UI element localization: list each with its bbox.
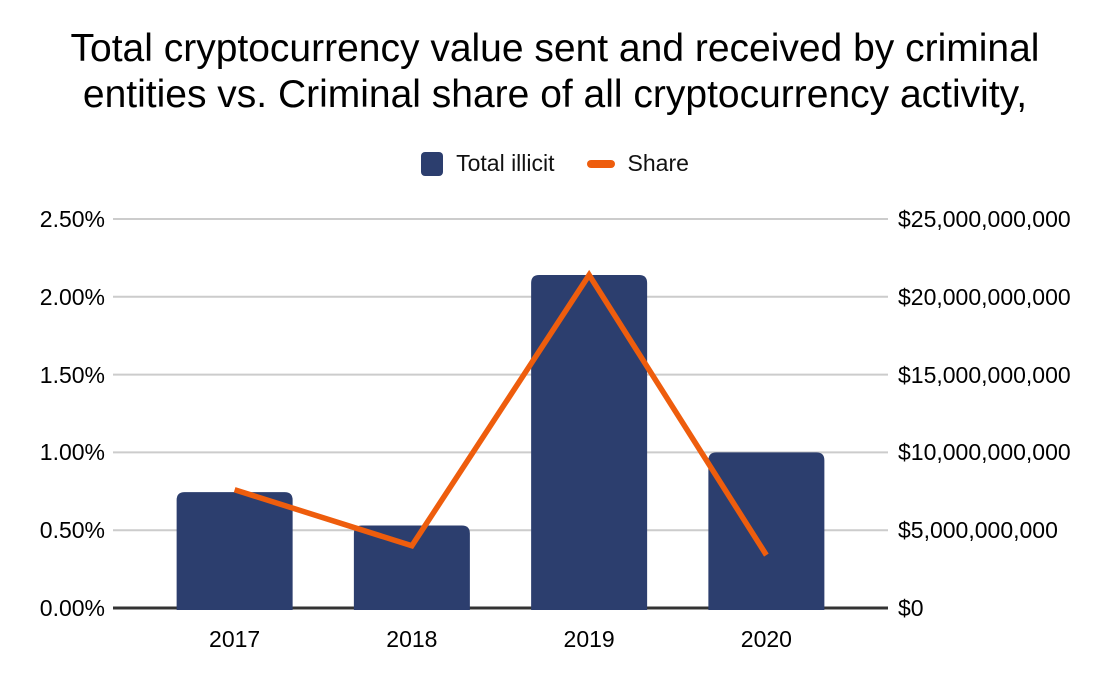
x-axis-label-2020: 2020 bbox=[740, 626, 792, 652]
y-axis-right-tick-label: $20,000,000,000 bbox=[898, 283, 1071, 310]
y-axis-left-tick-label: 2.00% bbox=[39, 283, 105, 310]
legend-item-total-illicit: Total illicit bbox=[421, 150, 555, 177]
y-axis-left-tick-label: 1.00% bbox=[39, 439, 105, 466]
bar-2018 bbox=[353, 525, 470, 610]
y-axis-right-tick-label: $10,000,000,000 bbox=[898, 439, 1071, 466]
bar-2019 bbox=[531, 275, 648, 610]
y-axis-left-tick-label: 1.50% bbox=[39, 361, 105, 388]
x-axis-label-2017: 2017 bbox=[209, 626, 261, 652]
bar-series-swatch-icon bbox=[421, 151, 444, 176]
line-series-swatch-icon bbox=[586, 159, 615, 168]
y-axis-left-tick-label: 2.50% bbox=[39, 206, 105, 232]
chart-legend: Total illicit Share bbox=[0, 150, 1110, 177]
y-axis-right-tick-label: $25,000,000,000 bbox=[898, 206, 1071, 232]
y-axis-left-tick-label: 0.50% bbox=[39, 517, 105, 544]
share-line bbox=[233, 269, 769, 557]
bar-2020 bbox=[708, 452, 825, 610]
legend-label-total-illicit: Total illicit bbox=[456, 150, 555, 176]
x-axis-label-2019: 2019 bbox=[563, 626, 615, 652]
chart-title: Total cryptocurrency value sent and rece… bbox=[70, 27, 1040, 116]
y-axis-right-tick-label: $15,000,000,000 bbox=[898, 361, 1071, 388]
x-axis-label-2018: 2018 bbox=[386, 626, 438, 652]
y-axis-right-tick-label: $5,000,000,000 bbox=[898, 517, 1058, 544]
y-axis-right-tick-label: $0 bbox=[898, 595, 924, 621]
legend-label-share: Share bbox=[627, 150, 689, 176]
legend-item-share: Share bbox=[586, 150, 689, 177]
y-axis-left-tick-label: 0.00% bbox=[39, 595, 105, 621]
bar-2017 bbox=[176, 492, 293, 610]
